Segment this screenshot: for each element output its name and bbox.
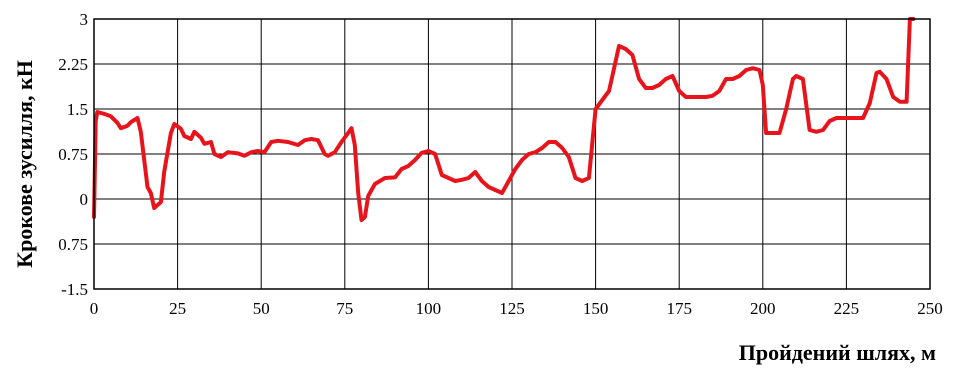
- x-tick-labels: 0 25 50 75 100 125 150 175 200 225 250: [90, 299, 943, 318]
- y-tick-label: 2.25: [58, 55, 88, 74]
- x-axis-title: Пройдений шлях, м: [739, 340, 936, 365]
- x-tick-label: 175: [666, 299, 692, 318]
- plot-frame: [93, 18, 931, 290]
- series-line: [92, 17, 916, 222]
- series-layer: [92, 17, 916, 222]
- x-tick-label: 200: [750, 299, 776, 318]
- y-tick-label: 0.75: [58, 145, 88, 164]
- y-tick-label: 3: [80, 10, 89, 29]
- y-tick-label: 0: [80, 190, 89, 209]
- x-tick-label: 100: [416, 299, 442, 318]
- x-tick-label: 250: [917, 299, 943, 318]
- x-tick-label: 25: [169, 299, 186, 318]
- x-tick-label: 150: [583, 299, 609, 318]
- y-tick-label: 1.5: [67, 100, 88, 119]
- y-tick-label: 0.75: [58, 235, 88, 254]
- x-tick-label: 225: [834, 299, 860, 318]
- x-tick-label: 0: [90, 299, 99, 318]
- x-tick-label: 125: [499, 299, 525, 318]
- y-tick-labels: 3 2.25 1.5 0.75 0 0.75 -1.5: [58, 10, 88, 299]
- y-axis-title: Крокове зусилля, кН: [12, 60, 37, 268]
- x-tick-label: 75: [336, 299, 353, 318]
- x-tick-label: 50: [253, 299, 270, 318]
- y-tick-label: -1.5: [61, 280, 88, 299]
